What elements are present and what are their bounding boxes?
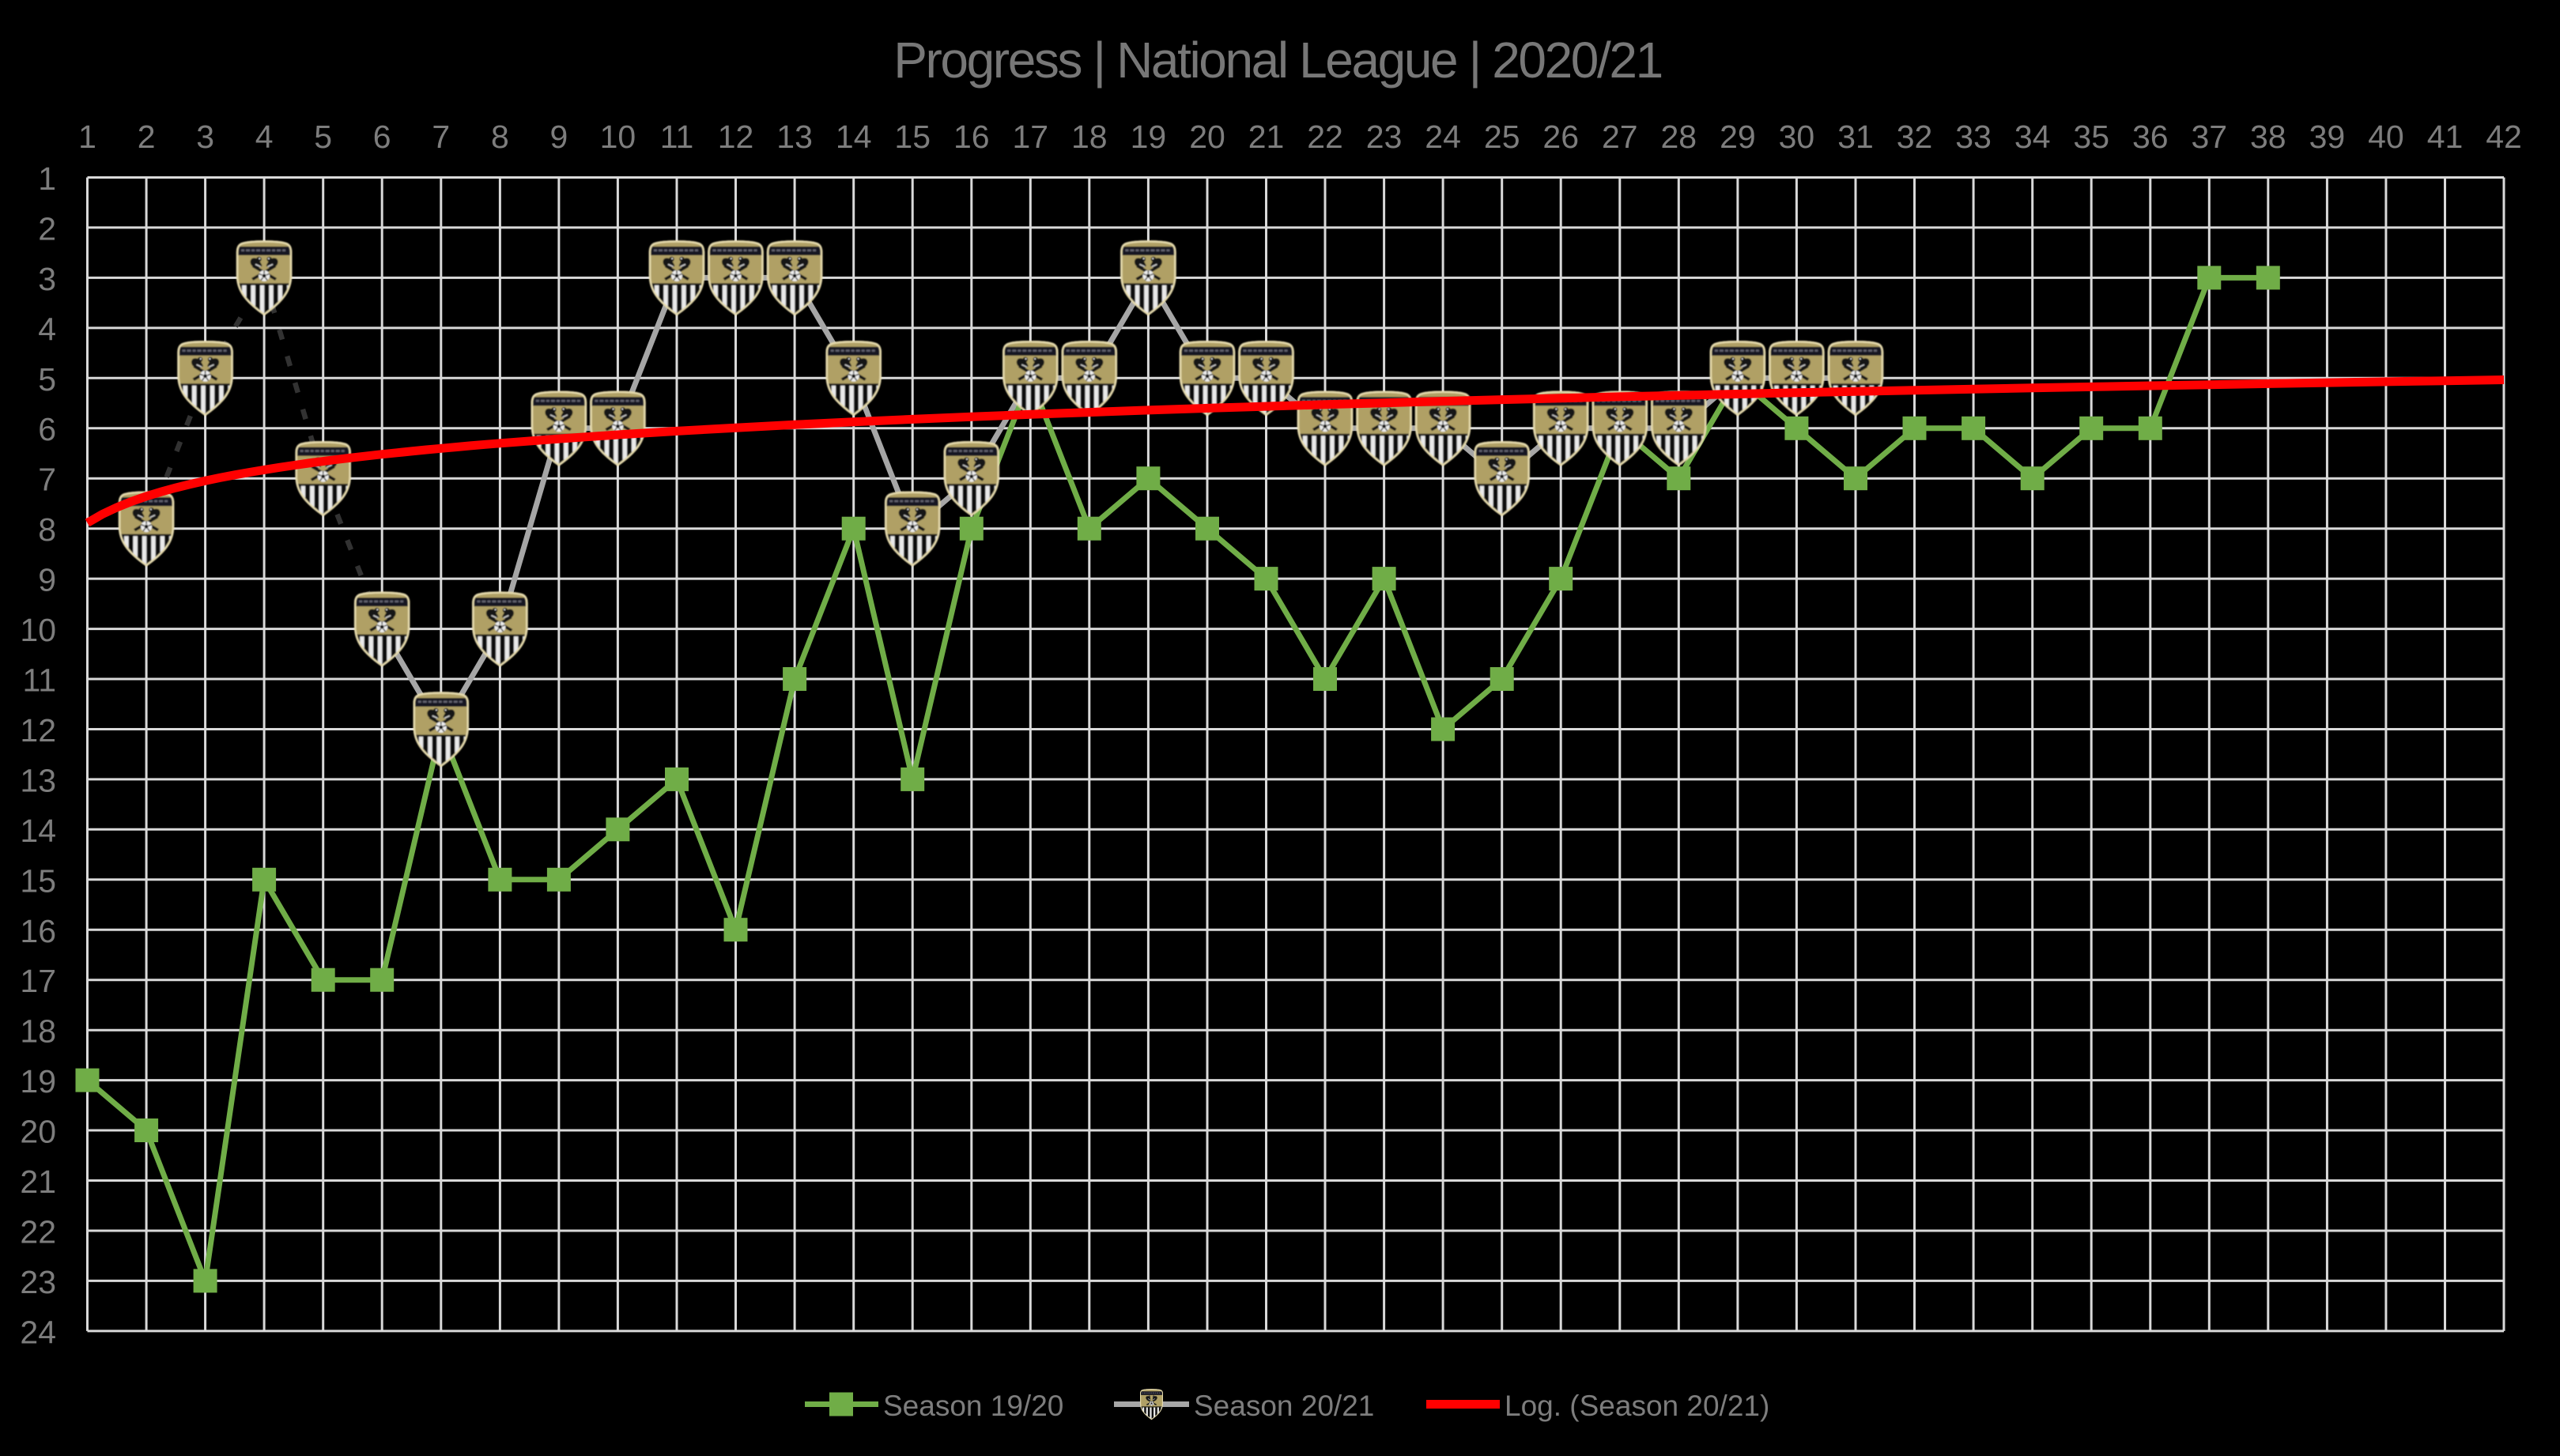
svg-text:22: 22 — [20, 1214, 56, 1250]
svg-text:37: 37 — [2191, 119, 2227, 155]
svg-text:Season 19/20: Season 19/20 — [883, 1390, 1063, 1422]
svg-text:18: 18 — [20, 1013, 56, 1050]
svg-text:8: 8 — [491, 119, 509, 155]
svg-text:30: 30 — [1779, 119, 1815, 155]
svg-text:25: 25 — [1484, 119, 1520, 155]
svg-text:6: 6 — [38, 411, 56, 447]
svg-text:15: 15 — [20, 862, 56, 899]
svg-text:5: 5 — [314, 119, 332, 155]
svg-text:20: 20 — [20, 1114, 56, 1150]
svg-text:19: 19 — [20, 1063, 56, 1100]
svg-text:5: 5 — [38, 361, 56, 398]
svg-text:16: 16 — [20, 913, 56, 949]
svg-text:21: 21 — [1248, 119, 1285, 155]
svg-text:2: 2 — [38, 210, 56, 247]
svg-text:27: 27 — [1602, 119, 1638, 155]
svg-text:33: 33 — [1955, 119, 1992, 155]
svg-text:1: 1 — [38, 160, 56, 197]
svg-text:34: 34 — [2014, 119, 2051, 155]
svg-text:7: 7 — [38, 462, 56, 498]
svg-text:41: 41 — [2427, 119, 2464, 155]
svg-text:22: 22 — [1307, 119, 1343, 155]
svg-text:23: 23 — [20, 1264, 56, 1300]
svg-text:20: 20 — [1189, 119, 1225, 155]
svg-text:15: 15 — [894, 119, 931, 155]
svg-text:13: 13 — [776, 119, 813, 155]
svg-text:10: 10 — [600, 119, 636, 155]
svg-text:32: 32 — [1897, 119, 1933, 155]
svg-text:4: 4 — [255, 119, 274, 155]
svg-text:31: 31 — [1837, 119, 1874, 155]
svg-text:Progress | National League | 2: Progress | National League | 2020/21 — [893, 32, 1662, 89]
svg-text:3: 3 — [196, 119, 214, 155]
svg-text:Log. (Season 20/21): Log. (Season 20/21) — [1505, 1390, 1769, 1422]
svg-text:28: 28 — [1660, 119, 1697, 155]
svg-text:7: 7 — [432, 119, 450, 155]
svg-text:17: 17 — [20, 963, 56, 999]
svg-text:12: 12 — [20, 712, 56, 749]
svg-text:6: 6 — [373, 119, 391, 155]
svg-text:39: 39 — [2309, 119, 2346, 155]
svg-text:13: 13 — [20, 762, 56, 798]
svg-text:17: 17 — [1012, 119, 1048, 155]
svg-text:35: 35 — [2073, 119, 2109, 155]
svg-text:12: 12 — [718, 119, 754, 155]
svg-text:26: 26 — [1542, 119, 1579, 155]
svg-text:19: 19 — [1131, 119, 1167, 155]
svg-text:3: 3 — [38, 261, 56, 297]
svg-text:10: 10 — [20, 612, 56, 648]
svg-text:36: 36 — [2132, 119, 2169, 155]
svg-text:16: 16 — [953, 119, 990, 155]
svg-text:40: 40 — [2368, 119, 2404, 155]
svg-text:14: 14 — [20, 813, 56, 849]
svg-text:14: 14 — [836, 119, 872, 155]
svg-text:9: 9 — [38, 562, 56, 598]
svg-text:18: 18 — [1071, 119, 1108, 155]
svg-text:2: 2 — [138, 119, 156, 155]
svg-text:8: 8 — [38, 511, 56, 548]
svg-text:24: 24 — [1425, 119, 1461, 155]
svg-text:29: 29 — [1720, 119, 1756, 155]
svg-text:21: 21 — [20, 1164, 56, 1200]
svg-text:Season 20/21: Season 20/21 — [1194, 1390, 1374, 1422]
svg-text:11: 11 — [660, 119, 694, 155]
svg-text:23: 23 — [1366, 119, 1403, 155]
svg-text:1: 1 — [78, 119, 96, 155]
svg-text:38: 38 — [2250, 119, 2286, 155]
svg-text:11: 11 — [22, 662, 56, 699]
svg-text:4: 4 — [38, 311, 56, 347]
svg-text:9: 9 — [549, 119, 568, 155]
svg-text:42: 42 — [2486, 119, 2522, 155]
svg-text:24: 24 — [20, 1314, 56, 1350]
